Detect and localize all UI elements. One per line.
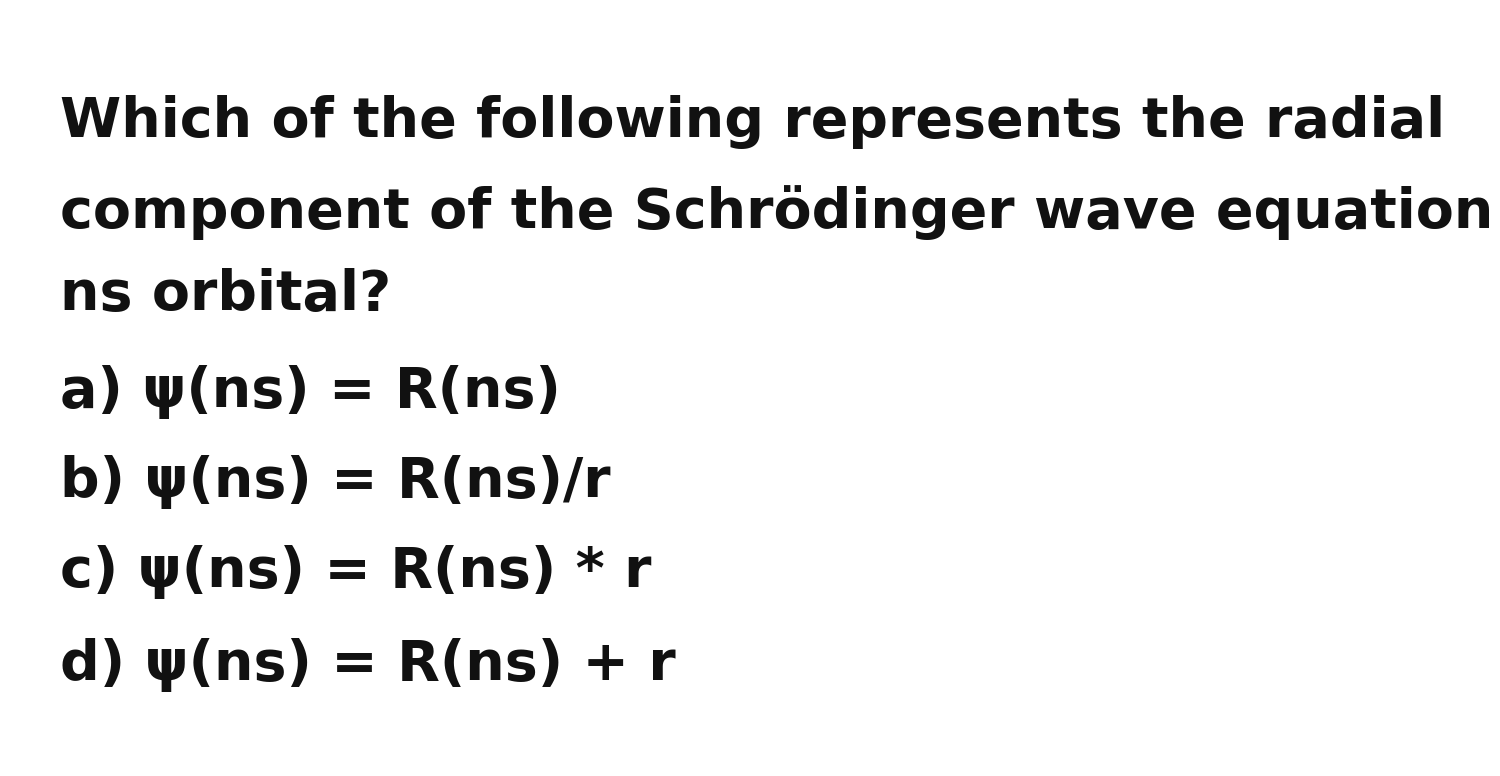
Text: ns orbital?: ns orbital? [60, 268, 392, 322]
Text: component of the Schrödinger wave equation for an: component of the Schrödinger wave equati… [60, 185, 1500, 240]
Text: Which of the following represents the radial: Which of the following represents the ra… [60, 95, 1444, 149]
Text: c) ψ(ns) = R(ns) * r: c) ψ(ns) = R(ns) * r [60, 545, 651, 599]
Text: a) ψ(ns) = R(ns): a) ψ(ns) = R(ns) [60, 365, 561, 419]
Text: b) ψ(ns) = R(ns)/r: b) ψ(ns) = R(ns)/r [60, 455, 610, 509]
Text: d) ψ(ns) = R(ns) + r: d) ψ(ns) = R(ns) + r [60, 638, 675, 692]
